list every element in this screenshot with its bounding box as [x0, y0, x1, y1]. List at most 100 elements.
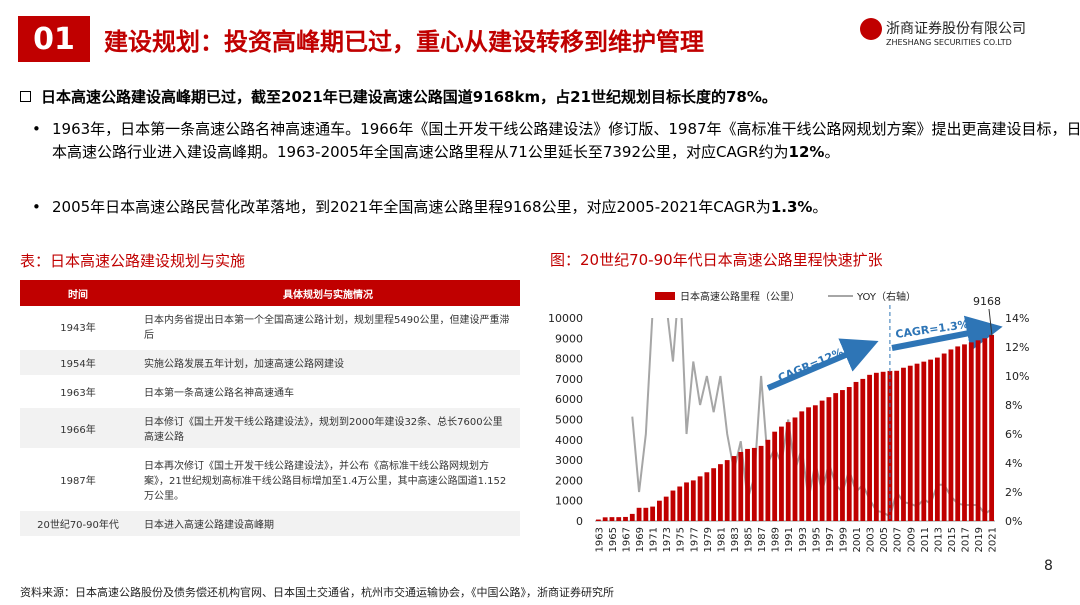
- bar: [650, 506, 656, 521]
- legend-swatch: [655, 292, 675, 300]
- bar: [934, 357, 940, 521]
- bar: [860, 378, 866, 521]
- x-tick-label: 2017: [960, 527, 971, 552]
- header-cell: 时间: [20, 280, 136, 306]
- bar: [989, 334, 995, 521]
- x-tick-label: 1989: [771, 527, 782, 552]
- row: 20世纪70-90年代 日本进入高速公路建设高峰期: [20, 509, 520, 540]
- arrow: [766, 338, 879, 391]
- bar: [833, 393, 839, 521]
- bar: [772, 431, 778, 521]
- row: 1963年 日本第一条高速公路名神高速通车: [20, 377, 520, 408]
- logo-text-en: ZHESHANG SECURITIES CO.LTD: [886, 38, 1012, 47]
- annotation: 9168: [973, 295, 1001, 308]
- bar: [697, 476, 703, 521]
- logo-text: 浙商证券股份有限公司: [886, 21, 1026, 37]
- cell: 1987年: [20, 450, 136, 511]
- x-tick-label: 2007: [893, 527, 904, 552]
- bar: [690, 480, 696, 521]
- x-tick-label: 2015: [947, 527, 958, 552]
- cell: 1966年: [20, 406, 136, 452]
- y-tick-label: 9000: [555, 332, 583, 345]
- y-tick-label: 0: [576, 515, 583, 528]
- bar: [684, 482, 689, 521]
- annotation: CAGR=12%: [776, 346, 845, 385]
- y2-tick-label: 6%: [1005, 428, 1022, 441]
- y-tick-label: 1000: [555, 495, 583, 508]
- cell: 日本第一条高速公路名神高速通车: [136, 377, 520, 408]
- y-tick-label: 8000: [555, 353, 583, 366]
- x-tick-label: 1997: [825, 527, 836, 552]
- bar: [758, 445, 764, 521]
- x-tick-label: 2021: [988, 527, 999, 552]
- bullet-text: 。: [824, 143, 840, 161]
- bullet: 1963年，日本第一条高速公路名神高速通车。1966年《国土开发干线公路建设法》…: [32, 118, 1080, 164]
- x-tick-label: 1971: [649, 527, 660, 552]
- bar: [867, 374, 872, 521]
- chart-title: 图：20世纪70-90年代日本高速公路里程快速扩张: [550, 251, 883, 269]
- bar: [609, 517, 615, 521]
- legend-label: 日本高速公路里程（公里）: [680, 290, 800, 303]
- bar: [907, 365, 913, 521]
- bar: [901, 367, 906, 521]
- bullet: 2005年日本高速公路民营化改革落地，到2021年全国高速公路里程9168公里，…: [32, 196, 1080, 219]
- annotation-leader: [988, 308, 993, 337]
- x-tick-label: 2019: [974, 527, 985, 552]
- x-tick-label: 1969: [635, 527, 646, 552]
- bar: [840, 390, 845, 521]
- bar: [663, 496, 669, 521]
- cell: 日本内务省提出日本第一个全国高速公路计划，规划里程5490公里，但建设严重滞后: [136, 306, 520, 350]
- bar: [799, 411, 805, 521]
- cell: 日本修订《国土开发干线公路建设法》，规划到2000年建设32条、总长7600公里…: [136, 406, 520, 452]
- x-tick-label: 1965: [608, 527, 619, 552]
- bar: [914, 363, 920, 521]
- bullet-text: 2005年日本高速公路民营化改革落地，到2021年全国高速公路里程9168公里，…: [52, 198, 771, 216]
- cell: 日本再次修订《国土开发干线公路建设法》，并公布《高标准干线公路网规划方案》，21…: [136, 450, 520, 511]
- y2-tick-label: 12%: [1005, 341, 1029, 354]
- x-tick-label: 1995: [811, 527, 822, 552]
- bar: [724, 460, 730, 521]
- bar: [955, 346, 961, 521]
- row: 1954年 实施公路发展五年计划，加速高速公路网建设: [20, 348, 520, 379]
- bar: [975, 340, 981, 521]
- x-tick-label: 1963: [594, 527, 605, 552]
- cell: 实施公路发展五年计划，加速高速公路网建设: [136, 348, 520, 379]
- bar: [731, 456, 737, 521]
- cell: 1954年: [20, 348, 136, 379]
- bar: [819, 400, 825, 521]
- bar: [894, 370, 900, 521]
- x-tick-label: 2011: [920, 527, 931, 552]
- x-tick-label: 1987: [757, 527, 768, 552]
- bar: [846, 387, 852, 521]
- y-tick-label: 6000: [555, 393, 583, 406]
- x-tick-label: 2005: [879, 527, 890, 552]
- section-number: 01: [18, 16, 90, 62]
- bullet-text: 1.3%: [770, 198, 813, 216]
- x-tick-label: 2003: [866, 527, 877, 552]
- bar: [677, 486, 683, 521]
- header-cell: 具体规划与实施情况: [136, 280, 520, 306]
- x-tick-label: 1993: [798, 527, 809, 552]
- y-tick-label: 4000: [555, 434, 583, 447]
- table-title: 表：日本高速公路建设规划与实施: [20, 252, 246, 270]
- y-tick-label: 5000: [555, 414, 583, 427]
- cell: 1943年: [20, 306, 136, 350]
- y2-tick-label: 8%: [1005, 399, 1022, 412]
- x-tick-label: 1967: [622, 527, 633, 552]
- bar: [704, 472, 710, 521]
- bar: [941, 353, 947, 521]
- row: 1966年 日本修订《国土开发干线公路建设法》，规划到2000年建设32条、总长7…: [20, 406, 520, 452]
- x-tick-label: 1983: [730, 527, 741, 552]
- bar: [623, 516, 628, 521]
- bar: [880, 371, 886, 521]
- cell: 20世纪70-90年代: [20, 509, 136, 540]
- bar: [928, 359, 933, 521]
- bar: [812, 405, 818, 521]
- bar: [873, 372, 879, 521]
- x-tick-label: 2009: [906, 527, 917, 552]
- table: 时间 具体规划与实施情况 1943年 日本内务省提出日本第一个全国高速公路计划，规划里…: [20, 280, 520, 540]
- bullet-text: 。: [812, 198, 828, 216]
- cell: 1963年: [20, 377, 136, 408]
- bar: [779, 426, 784, 521]
- bar: [636, 507, 642, 521]
